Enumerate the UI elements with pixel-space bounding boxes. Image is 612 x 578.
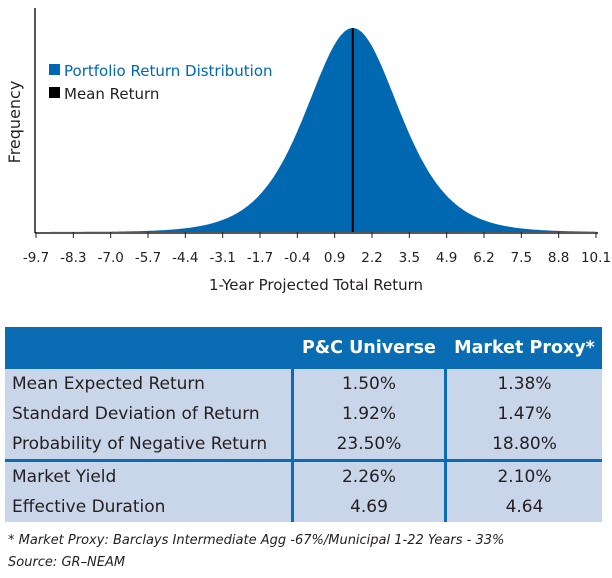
x-tick-label: 3.5 bbox=[399, 250, 420, 266]
table-row: Effective Duration 4.69 4.64 bbox=[5, 492, 602, 522]
statistics-table: P&C Universe Market Proxy* Mean Expected… bbox=[5, 327, 602, 522]
row-label: Probability of Negative Return bbox=[5, 429, 293, 461]
y-axis-label: Frequency bbox=[5, 81, 24, 164]
table-row: Market Yield 2.26% 2.10% bbox=[5, 459, 602, 492]
x-tick-label: -1.7 bbox=[247, 250, 273, 266]
table-row: Standard Deviation of Return 1.92% 1.47% bbox=[5, 399, 602, 429]
legend-swatch-mean bbox=[49, 87, 60, 98]
legend-label-mean: Mean Return bbox=[64, 85, 159, 103]
distribution-area bbox=[36, 28, 596, 232]
legend-swatch-distribution bbox=[49, 64, 60, 75]
cell-value: 23.50% bbox=[291, 429, 446, 461]
x-tick-label: 6.2 bbox=[473, 250, 494, 266]
header-blank bbox=[5, 327, 293, 369]
legend-label-distribution: Portfolio Return Distribution bbox=[64, 62, 273, 80]
x-tick-label: -4.4 bbox=[172, 250, 198, 266]
x-tick-label: 2.2 bbox=[361, 250, 382, 266]
x-tick-label: 8.8 bbox=[548, 250, 569, 266]
header-pc-universe: P&C Universe bbox=[291, 327, 446, 369]
x-tick-label: -0.4 bbox=[284, 250, 310, 266]
cell-value: 2.10% bbox=[444, 459, 602, 492]
footnote: * Market Proxy: Barclays Intermediate Ag… bbox=[8, 533, 505, 548]
cell-value: 1.38% bbox=[444, 369, 602, 399]
cell-value: 4.64 bbox=[444, 492, 602, 522]
x-axis-label: 1-Year Projected Total Return bbox=[209, 276, 423, 294]
cell-value: 2.26% bbox=[291, 459, 446, 492]
source-note: Source: GR–NEAM bbox=[8, 555, 126, 570]
x-tick-label: -9.7 bbox=[23, 250, 49, 266]
row-label: Mean Expected Return bbox=[5, 369, 293, 399]
cell-value: 4.69 bbox=[291, 492, 446, 522]
header-market-proxy: Market Proxy* bbox=[444, 327, 602, 369]
table-row: Probability of Negative Return 23.50% 18.8… bbox=[5, 429, 602, 461]
x-tick-label: 4.9 bbox=[436, 250, 457, 266]
x-tick-label: -8.3 bbox=[60, 250, 86, 266]
x-tick-label: -5.7 bbox=[135, 250, 161, 266]
x-tick-label: -3.1 bbox=[209, 250, 235, 266]
return-distribution-chart: -9.7 -8.3 -7.0 -5.7 -4.4 -3.1 -1.7 -0.4 0.9 2.2 3.… bbox=[5, 8, 611, 294]
row-label: Effective Duration bbox=[5, 492, 293, 522]
cell-value: 1.50% bbox=[291, 369, 446, 399]
row-label: Market Yield bbox=[5, 459, 293, 492]
cell-value: 1.92% bbox=[291, 399, 446, 429]
x-tick-label: 0.9 bbox=[324, 250, 345, 266]
x-tick-label: 7.5 bbox=[511, 250, 532, 266]
cell-value: 18.80% bbox=[444, 429, 602, 461]
x-tick-label: -7.0 bbox=[97, 250, 123, 266]
table-row: Mean Expected Return 1.50% 1.38% bbox=[5, 369, 602, 399]
cell-value: 1.47% bbox=[444, 399, 602, 429]
x-tick-label: 10.1 bbox=[581, 250, 611, 266]
row-label: Standard Deviation of Return bbox=[5, 399, 293, 429]
